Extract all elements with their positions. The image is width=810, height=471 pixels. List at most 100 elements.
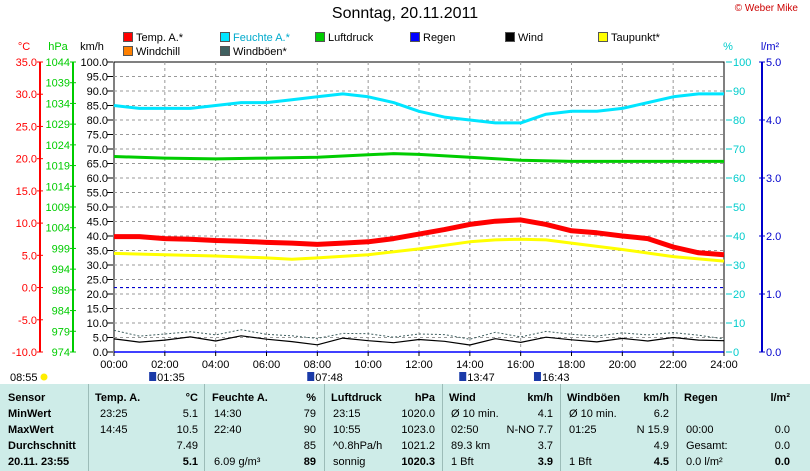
legend-label: Feuchte A.* xyxy=(233,32,290,44)
pressure-axis-tick-label: 994 xyxy=(52,264,70,276)
table-cell: 4.1 xyxy=(537,408,553,420)
legend-label: Regen xyxy=(423,32,456,44)
table-header: hPa xyxy=(414,392,435,404)
table-cell: 1023.0 xyxy=(401,424,435,436)
legend-item: Windböen* xyxy=(220,46,287,58)
humidity-axis-tick-label: 10 xyxy=(733,318,745,330)
marker-label: 13:47 xyxy=(467,372,495,384)
pressure-axis-label: hPa xyxy=(48,41,68,53)
x-tick-label: 18:00 xyxy=(558,359,586,371)
moon-icon xyxy=(459,372,467,381)
table-cell: 89 xyxy=(303,456,316,468)
table-divider xyxy=(88,384,89,471)
wind-axis-tick-label: 55.0 xyxy=(87,188,108,200)
legend-swatch xyxy=(123,46,133,56)
legend-item: Feuchte A.* xyxy=(220,32,290,44)
wind-axis-tick-label: 90.0 xyxy=(87,86,108,98)
moon-icon xyxy=(533,372,541,381)
chart-title: Sonntag, 20.11.2011 xyxy=(331,5,479,22)
wind-axis-tick-label: 50.0 xyxy=(87,202,108,214)
legend-swatch xyxy=(505,32,515,42)
temp-axis-tick-label: 10.0 xyxy=(16,218,37,230)
row-label: Durchschnitt xyxy=(8,440,76,452)
row-label: MinWert xyxy=(8,408,52,420)
temp-axis-tick-label: 15.0 xyxy=(16,186,37,198)
table-header: °C xyxy=(185,392,198,404)
table-divider xyxy=(442,384,443,471)
pressure-axis-tick-label: 1019 xyxy=(46,161,70,173)
pressure-axis-tick-label: 1029 xyxy=(46,119,70,131)
table-header: Feuchte A. xyxy=(212,392,268,404)
wind-axis-tick-label: 10.0 xyxy=(87,318,108,330)
humidity-axis-tick-label: 20 xyxy=(733,289,745,301)
temp-axis-label: °C xyxy=(18,41,30,53)
marker-label: 16:43 xyxy=(542,372,570,384)
x-tick-label: 00:00 xyxy=(100,359,128,371)
humidity-axis-tick-label: 0 xyxy=(733,347,739,359)
legend-swatch xyxy=(220,32,230,42)
wind-axis-tick-label: 45.0 xyxy=(87,217,108,229)
humidity-axis-tick-label: 80 xyxy=(733,115,745,127)
pressure-axis-tick-label: 1039 xyxy=(46,78,70,90)
wind-axis-tick-label: 20.0 xyxy=(87,289,108,301)
wind-axis-tick-label: 15.0 xyxy=(87,304,108,316)
wind-axis-tick-label: 65.0 xyxy=(87,159,108,171)
legend-swatch xyxy=(598,32,608,42)
table-cell: ^0.8hPa/h xyxy=(333,440,383,452)
x-tick-label: 10:00 xyxy=(354,359,382,371)
table-cell: 0.0 xyxy=(774,456,790,468)
legend-item: Taupunkt* xyxy=(598,32,660,44)
table-cell: 1020.0 xyxy=(401,408,435,420)
x-tick-label: 02:00 xyxy=(151,359,179,371)
temp-axis-tick-label: -10.0 xyxy=(12,347,37,359)
pressure-axis-tick-label: 999 xyxy=(52,243,70,255)
legend-label: Luftdruck xyxy=(328,32,374,44)
wind-axis-tick-label: 25.0 xyxy=(87,275,108,287)
rain-axis-tick-label: 2.0 xyxy=(766,231,781,243)
table-header: Temp. A. xyxy=(95,392,141,404)
wind-axis-tick-label: 85.0 xyxy=(87,101,108,113)
pressure-axis-tick-label: 1044 xyxy=(46,57,70,69)
wind-axis-tick-label: 40.0 xyxy=(87,231,108,243)
table-cell: 1 Bft xyxy=(569,456,592,468)
table-cell: 23:25 xyxy=(100,408,128,420)
table-cell: 23:15 xyxy=(333,408,361,420)
stats-table: Sensor Temp. A. °C Feuchte A.% Luftdruck hPa W… xyxy=(0,384,810,471)
table-cell: 01:25 xyxy=(569,424,597,436)
series-luftdruck xyxy=(113,152,724,163)
wind-axis-tick-label: 60.0 xyxy=(87,173,108,185)
table-cell: 10.5 xyxy=(176,424,198,436)
table-header: km/h xyxy=(527,392,553,404)
rain-axis-label: l/m² xyxy=(761,41,780,53)
legend-swatch xyxy=(123,32,133,42)
legend-item: Windchill xyxy=(123,46,180,58)
pressure-axis-tick-label: 1009 xyxy=(46,202,70,214)
table-cell: 6.2 xyxy=(653,408,669,420)
series-taupunkt xyxy=(113,237,725,263)
table-cell: 6.09 g/m³ xyxy=(214,456,261,468)
table-cell: 7.49 xyxy=(176,440,198,452)
table-divider xyxy=(204,384,205,471)
pressure-axis-tick-label: 974 xyxy=(52,347,70,359)
table-cell: Ø 10 min. xyxy=(569,408,617,420)
x-tick-label: 04:00 xyxy=(202,359,230,371)
table-cell: 79 xyxy=(303,408,316,420)
table-cell: 90 xyxy=(303,424,316,436)
pressure-axis-tick-label: 1034 xyxy=(46,98,70,110)
moon-icon xyxy=(149,372,157,381)
sun-icon xyxy=(40,373,48,381)
table-cell: 5.1 xyxy=(182,456,198,468)
legend-item: Regen xyxy=(410,32,455,44)
rain-axis-tick-label: 0.0 xyxy=(766,347,781,359)
row-label: MaxWert xyxy=(8,424,54,436)
table-cell: 0.0 xyxy=(774,440,790,452)
table-cell: sonnig xyxy=(333,456,366,468)
series-windb-en xyxy=(113,329,725,340)
rain-axis-tick-label: 3.0 xyxy=(766,173,781,185)
wind-axis-tick-label: 100.0 xyxy=(80,57,108,69)
legend-item: Luftdruck xyxy=(315,32,373,44)
table-header: Regen xyxy=(684,392,718,404)
wind-axis-tick-label: 75.0 xyxy=(87,130,108,142)
legend-label: Windböen* xyxy=(233,46,287,58)
moon-icon xyxy=(307,372,315,381)
